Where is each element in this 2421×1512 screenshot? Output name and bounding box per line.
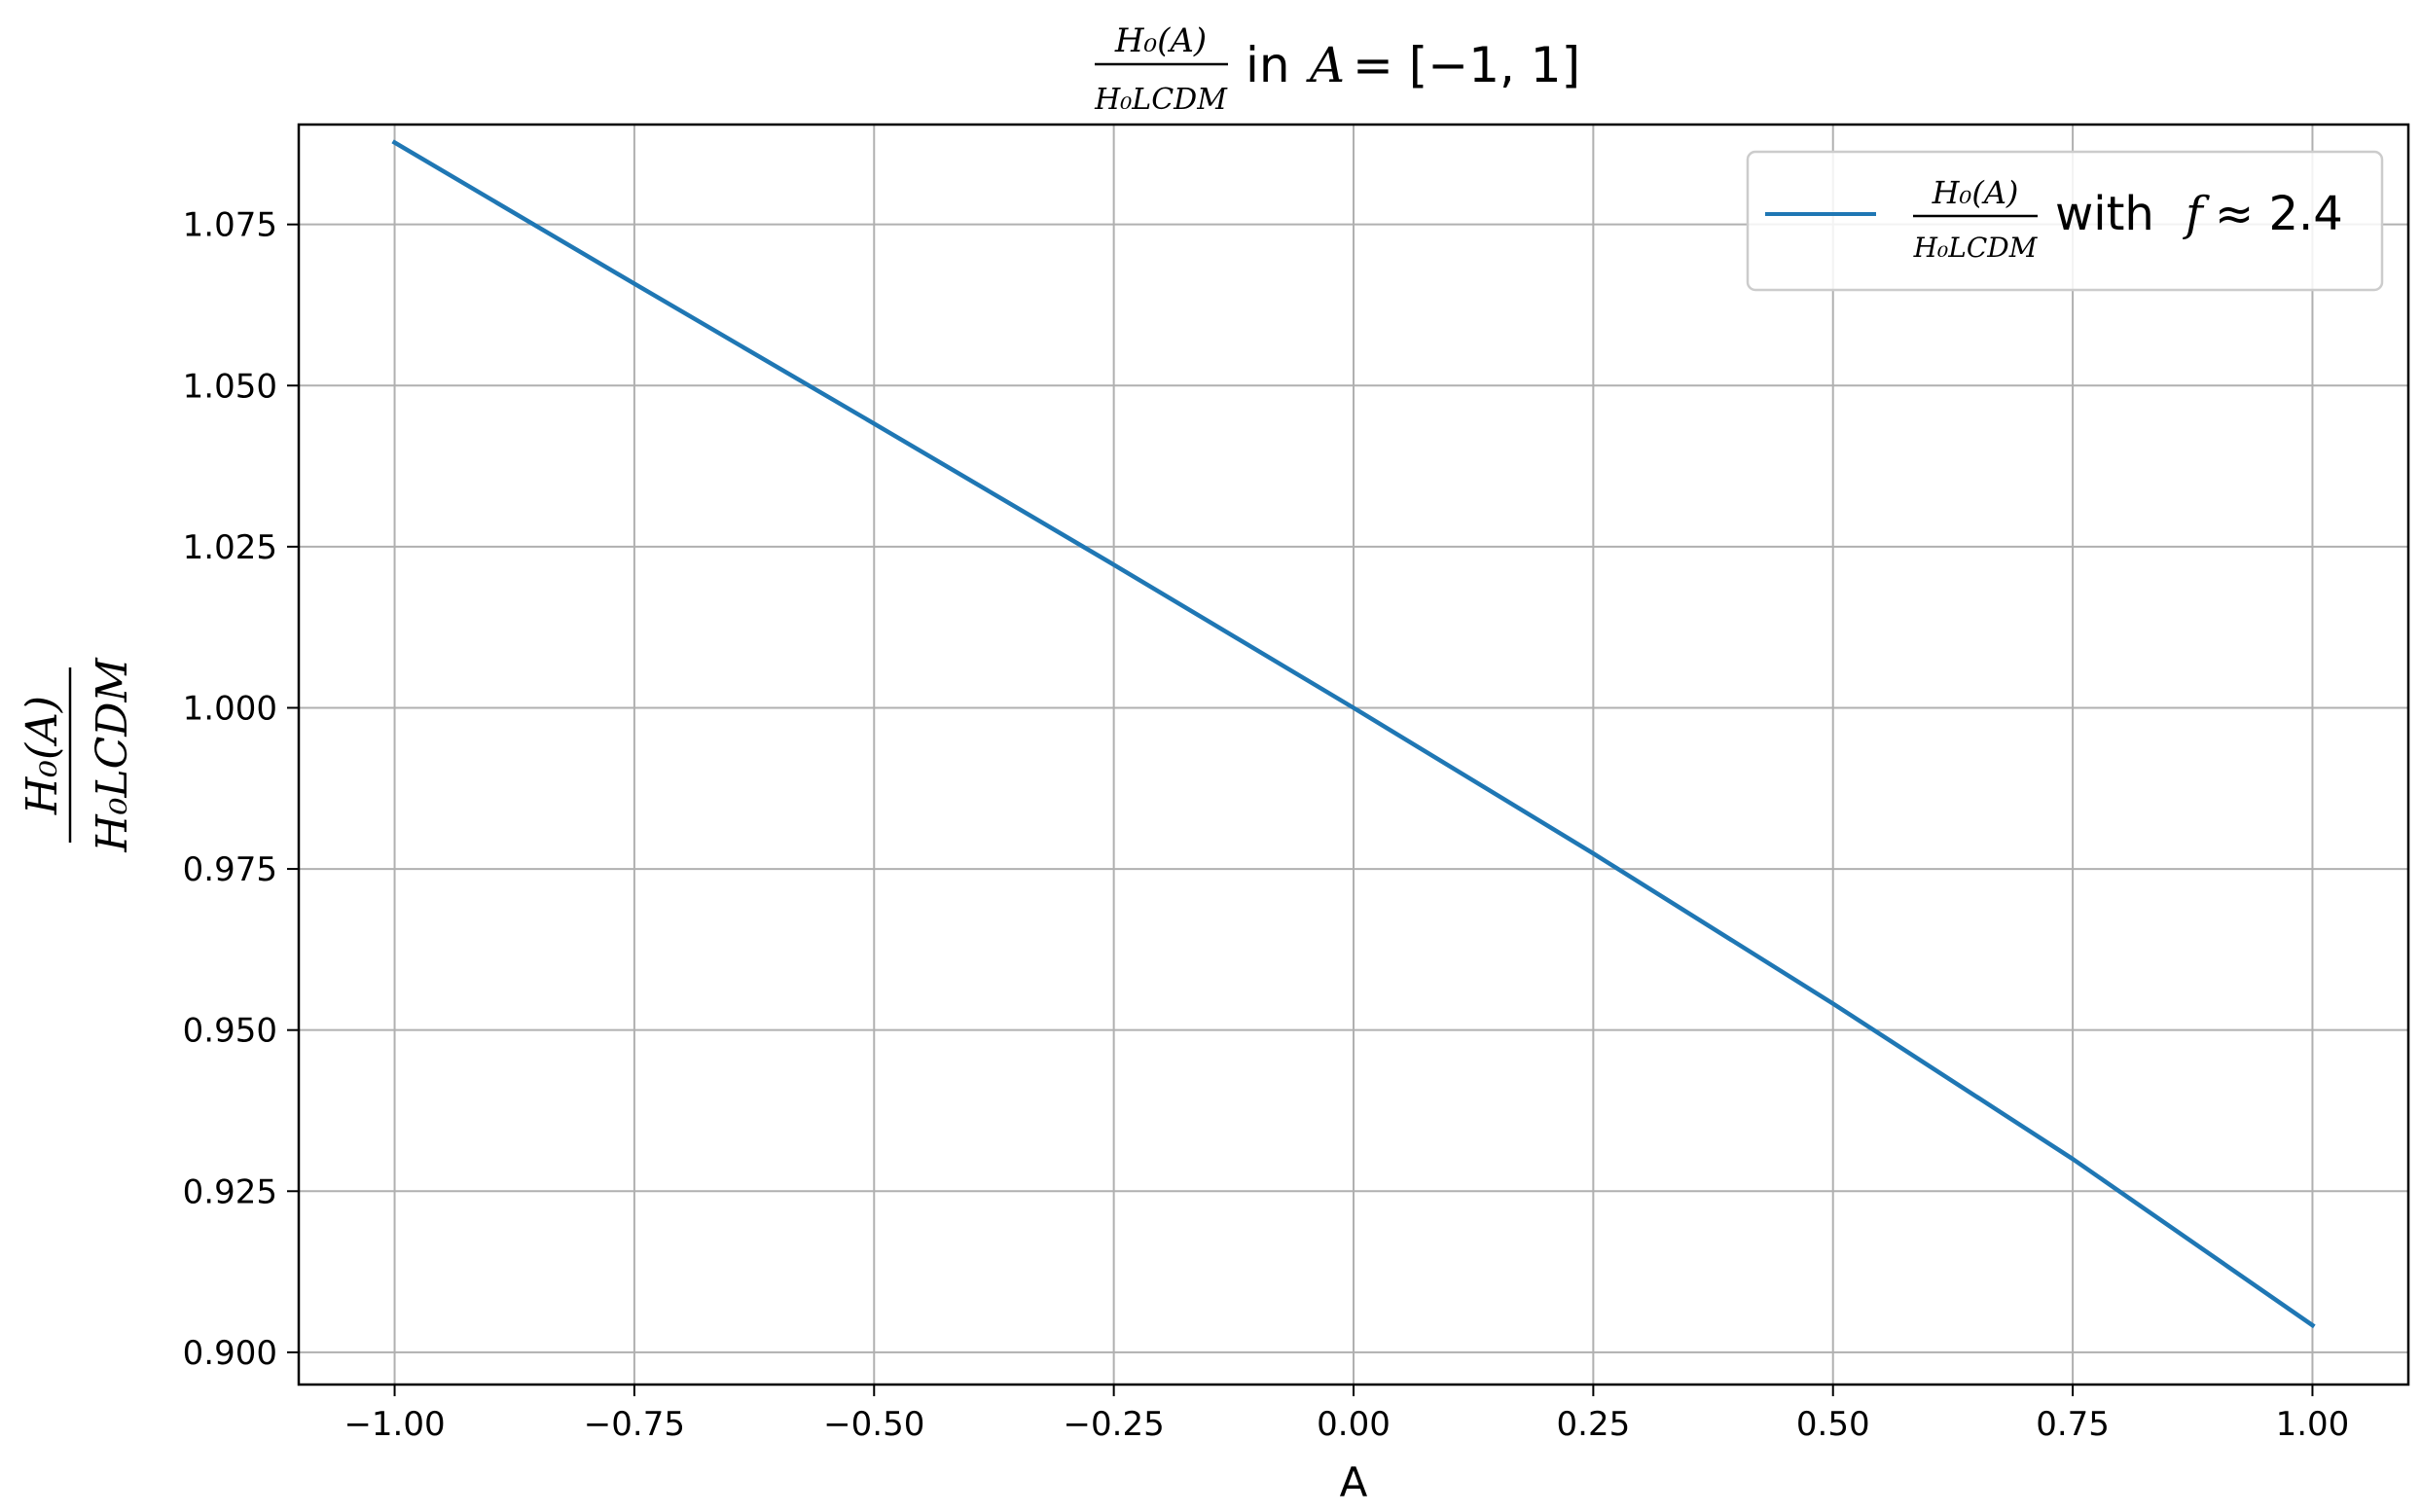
x-tick-label: −0.25: [1064, 1405, 1165, 1444]
legend: H₀(A) H₀LCDM with f ≈ 2.4: [1746, 150, 2384, 292]
x-tick-label: −0.50: [823, 1405, 924, 1444]
grid: [299, 125, 2408, 1385]
title-fraction-denominator: H₀LCDM: [1094, 83, 1228, 117]
y-label-numerator: H₀(A): [18, 696, 67, 815]
x-tick-label: 0.50: [1796, 1405, 1870, 1444]
y-tick-label: 1.000: [183, 689, 277, 728]
title-variable: A: [1306, 37, 1345, 93]
x-tick-label: −1.00: [343, 1405, 445, 1444]
y-tick-label: 0.925: [183, 1172, 277, 1211]
legend-with: with: [2055, 187, 2154, 241]
y-axis: 0.900 0.925 0.950 0.975 1.000 1.025 1.050 1.075: [183, 206, 299, 1373]
legend-approx: ≈ 2.4: [2215, 187, 2343, 241]
title-fraction-numerator: H₀(A): [1114, 21, 1207, 60]
x-tick-label: 0.75: [2036, 1405, 2110, 1444]
x-tick-label: 0.25: [1557, 1405, 1631, 1444]
series-line: [391, 139, 2316, 1329]
legend-fraction-numerator: H₀(A): [1932, 174, 2019, 211]
x-axis-label: A: [1340, 1458, 1368, 1506]
x-tick-label: 0.00: [1317, 1405, 1391, 1444]
x-tick-label: −0.75: [584, 1405, 685, 1444]
y-tick-label: 0.950: [183, 1012, 277, 1051]
y-label-denominator: H₀LCDM: [88, 657, 137, 852]
x-axis: −1.00 −0.75 −0.50 −0.25 0.00 0.25 0.50 0.75 1.00: [343, 1385, 2349, 1444]
y-tick-label: 0.900: [183, 1334, 277, 1373]
y-axis-label: H₀(A) H₀LCDM: [18, 657, 137, 852]
legend-box: [1746, 150, 2384, 292]
x-tick-label: 1.00: [2276, 1405, 2350, 1444]
title-range: = [−1, 1]: [1353, 37, 1580, 93]
y-tick-label: 1.025: [183, 528, 277, 567]
chart-title: H₀(A) H₀LCDM in A = [−1, 1]: [1094, 21, 1580, 117]
plot-area: [391, 139, 2316, 1329]
legend-fraction-denominator: H₀LCDM: [1913, 232, 2039, 264]
y-tick-label: 1.075: [183, 206, 277, 245]
y-tick-label: 1.050: [183, 367, 277, 406]
title-in: in: [1246, 37, 1290, 93]
y-tick-label: 0.975: [183, 850, 277, 889]
